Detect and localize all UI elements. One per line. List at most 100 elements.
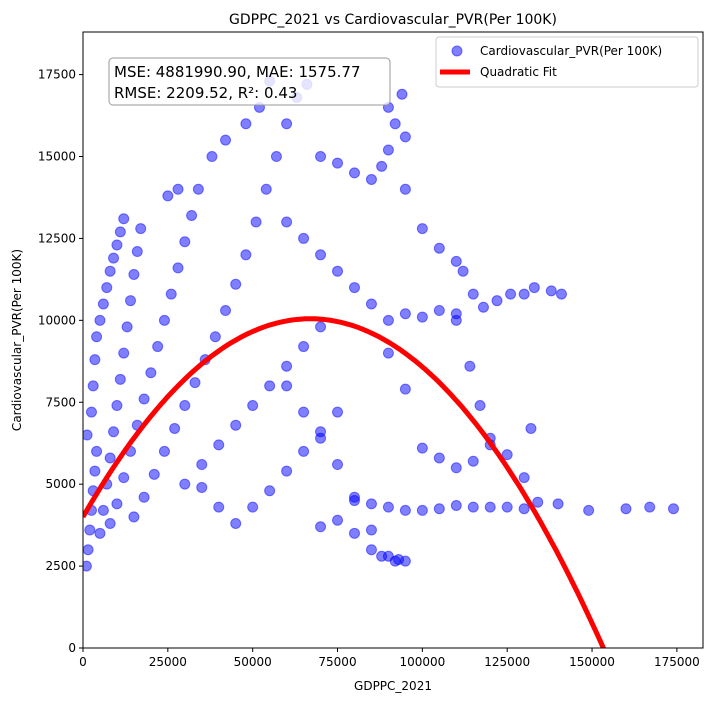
data-point	[220, 134, 232, 146]
data-point	[667, 503, 679, 515]
data-point	[230, 419, 242, 431]
data-point	[365, 498, 377, 510]
data-point	[416, 504, 428, 516]
data-point	[94, 314, 106, 326]
data-point	[365, 173, 377, 185]
data-point	[376, 160, 388, 172]
data-point	[467, 501, 479, 513]
stats-box: MSE: 4881990.90, MAE: 1575.77 RMSE: 2209…	[108, 57, 391, 106]
quadratic-fit-line	[83, 316, 607, 648]
data-point	[108, 426, 120, 438]
data-point	[298, 341, 310, 353]
stats-line-1: MSE: 4881990.90, MAE: 1575.77	[114, 63, 361, 81]
data-point	[85, 406, 97, 418]
legend-label-scatter: Cardiovascular_PVR(Per 100K)	[480, 44, 662, 58]
data-point	[518, 288, 530, 300]
data-point	[433, 305, 445, 317]
legend-label-fit: Quadratic Fit	[480, 65, 557, 79]
data-point	[250, 216, 262, 228]
data-point	[179, 236, 191, 248]
data-point	[104, 452, 116, 464]
data-point	[501, 501, 513, 513]
y-axis-label: Cardiovascular_PVR(Per 100K)	[10, 249, 24, 431]
x-tick-label: 175000	[654, 655, 700, 669]
y-tick-label: 15000	[38, 150, 76, 164]
data-point	[206, 151, 218, 163]
data-point	[416, 442, 428, 454]
data-point	[518, 503, 530, 515]
data-point	[172, 183, 184, 195]
data-point	[118, 472, 130, 484]
data-point	[467, 455, 479, 467]
data-point	[433, 242, 445, 254]
data-point	[332, 459, 344, 471]
data-point	[376, 550, 388, 562]
data-point	[91, 331, 103, 343]
data-point	[264, 485, 276, 497]
data-point	[179, 478, 191, 490]
data-point	[111, 239, 123, 251]
data-point	[104, 517, 116, 529]
data-point	[247, 501, 259, 513]
data-point	[247, 400, 259, 412]
data-point	[518, 472, 530, 484]
data-point	[477, 301, 489, 313]
data-point	[399, 183, 411, 195]
data-point	[213, 439, 225, 451]
data-point	[111, 498, 123, 510]
data-point	[89, 354, 101, 366]
data-point	[416, 311, 428, 323]
data-point	[165, 288, 177, 300]
data-point	[583, 504, 595, 516]
data-point	[281, 465, 293, 477]
y-tick-label: 7500	[45, 395, 76, 409]
data-point	[501, 449, 513, 461]
data-point	[365, 298, 377, 310]
data-point	[104, 265, 116, 277]
data-point	[169, 422, 181, 434]
data-point	[315, 151, 327, 163]
data-point	[135, 223, 147, 235]
y-tick-label: 2500	[45, 559, 76, 573]
y-tick-label: 0	[68, 641, 76, 655]
x-tick-label: 100000	[399, 655, 445, 669]
data-point	[365, 544, 377, 556]
data-point	[399, 308, 411, 320]
x-tick-label: 75000	[318, 655, 356, 669]
data-point	[348, 527, 360, 539]
data-point	[179, 400, 191, 412]
data-point	[118, 213, 130, 225]
data-point	[186, 209, 198, 221]
legend: Cardiovascular_PVR(Per 100K) Quadratic F…	[435, 36, 699, 88]
y-axis: 0 2500 5000 7500 10000 12500 15000 17500	[38, 68, 83, 655]
data-point	[389, 118, 401, 130]
data-point	[399, 555, 411, 567]
data-point	[332, 406, 344, 418]
data-point	[382, 501, 394, 513]
data-point	[158, 314, 170, 326]
data-point	[97, 298, 109, 310]
data-point	[138, 491, 150, 503]
y-tick-label: 5000	[45, 477, 76, 491]
data-point	[213, 501, 225, 513]
data-point	[315, 432, 327, 444]
data-point	[196, 459, 208, 471]
data-point	[450, 462, 462, 474]
data-point	[315, 249, 327, 261]
data-point	[108, 252, 120, 264]
data-point	[348, 495, 360, 507]
data-point	[315, 321, 327, 333]
data-point	[620, 503, 632, 515]
data-point	[450, 308, 462, 320]
x-tick-label: 50000	[234, 655, 272, 669]
data-point	[162, 190, 174, 202]
scatter-points	[83, 75, 679, 572]
data-point	[83, 560, 92, 572]
data-point	[114, 373, 126, 385]
data-point	[209, 331, 221, 343]
data-point	[87, 380, 99, 392]
data-point	[230, 517, 242, 529]
data-point	[555, 288, 567, 300]
data-point	[298, 406, 310, 418]
data-point	[528, 282, 540, 294]
